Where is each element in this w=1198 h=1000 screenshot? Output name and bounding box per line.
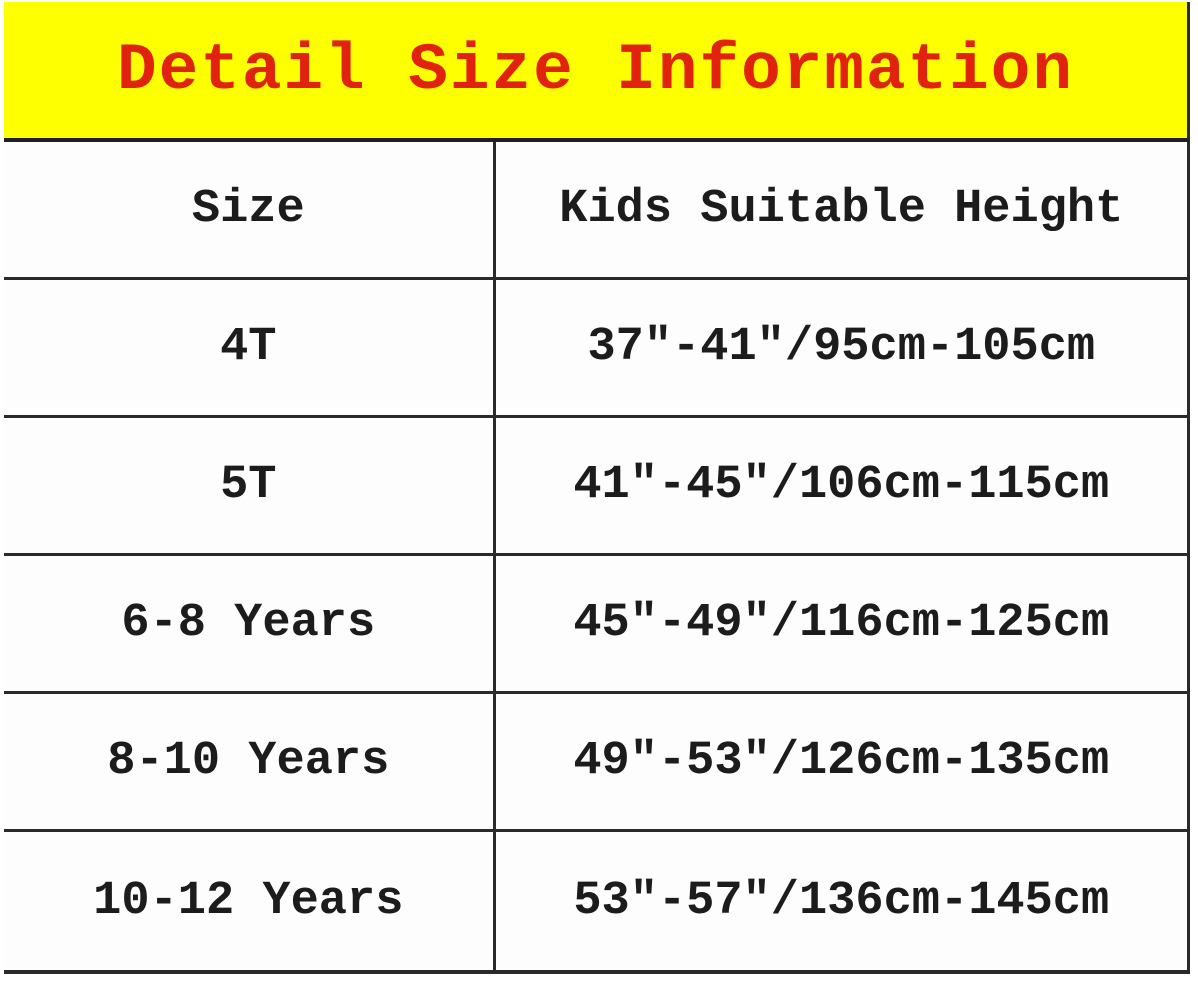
table-row-size: 4T (4, 280, 493, 418)
table-row-size: 6-8 Years (4, 556, 493, 694)
table-row-size: 10-12 Years (93, 874, 404, 928)
table-row-height: 37″-41″/95cm-105cm (492, 280, 1187, 418)
title-banner: Detail Size Information (4, 2, 1190, 142)
column-header-size: Size (4, 142, 493, 280)
table-row-height: 41″-45″/106cm-115cm (492, 418, 1187, 556)
size-table: Size Kids Suitable Height 4T 37″-41″/95c… (4, 142, 1190, 974)
table-row-height: 53″-57″/136cm-145cm (492, 832, 1187, 970)
page-title: Detail Size Information (117, 32, 1074, 108)
size-chart-page: Detail Size Information Size Kids Suitab… (4, 2, 1190, 974)
column-header-height: Kids Suitable Height (492, 142, 1187, 280)
table-row-height: 45″-49″/116cm-125cm (492, 556, 1187, 694)
table-row-size: 8-10 Years (4, 694, 493, 832)
table-row-size: 5T (4, 418, 493, 556)
table-row-height: 49″-53″/126cm-135cm (492, 694, 1187, 832)
